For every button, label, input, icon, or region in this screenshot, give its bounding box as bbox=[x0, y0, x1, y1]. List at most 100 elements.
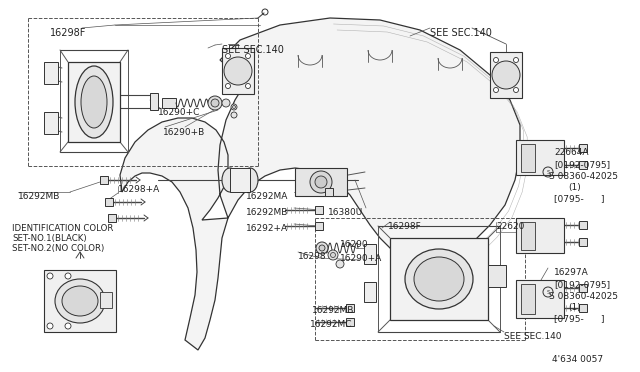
Ellipse shape bbox=[62, 286, 98, 316]
Circle shape bbox=[513, 87, 518, 93]
Bar bbox=[579, 161, 587, 169]
Circle shape bbox=[208, 96, 222, 110]
Bar bbox=[579, 284, 587, 292]
Bar bbox=[150, 93, 158, 110]
Bar bbox=[44, 270, 116, 332]
Ellipse shape bbox=[315, 176, 327, 188]
Circle shape bbox=[492, 61, 520, 89]
Ellipse shape bbox=[414, 257, 464, 301]
Text: SEE SEC.140: SEE SEC.140 bbox=[430, 28, 492, 38]
Bar bbox=[230, 168, 250, 192]
Circle shape bbox=[47, 323, 53, 329]
Circle shape bbox=[224, 57, 252, 85]
Bar bbox=[68, 62, 120, 142]
Text: 16380U: 16380U bbox=[328, 208, 364, 217]
Bar bbox=[579, 238, 587, 246]
Circle shape bbox=[246, 83, 250, 89]
Text: 16298F: 16298F bbox=[388, 222, 422, 231]
Text: S: S bbox=[547, 289, 550, 295]
Circle shape bbox=[493, 87, 499, 93]
Bar bbox=[315, 206, 323, 214]
Bar bbox=[521, 284, 535, 314]
Text: S 08360-42025: S 08360-42025 bbox=[549, 292, 618, 301]
Ellipse shape bbox=[242, 168, 258, 192]
Text: 16290+B: 16290+B bbox=[163, 128, 205, 137]
Ellipse shape bbox=[75, 66, 113, 138]
Bar bbox=[364, 244, 376, 264]
Circle shape bbox=[225, 83, 230, 89]
Bar bbox=[162, 98, 176, 108]
Circle shape bbox=[47, 273, 53, 279]
Bar bbox=[516, 280, 564, 318]
Text: 16290+C: 16290+C bbox=[158, 108, 200, 117]
Circle shape bbox=[316, 242, 328, 254]
Bar bbox=[105, 198, 113, 206]
Bar bbox=[108, 214, 116, 222]
Text: 16298+A: 16298+A bbox=[118, 185, 160, 194]
Text: SEE SEC.140: SEE SEC.140 bbox=[222, 45, 284, 55]
Bar bbox=[222, 48, 254, 94]
Circle shape bbox=[328, 250, 338, 260]
Bar bbox=[364, 282, 376, 302]
Text: 22620: 22620 bbox=[496, 222, 524, 231]
Text: S 08360-42025: S 08360-42025 bbox=[549, 172, 618, 181]
Bar bbox=[516, 218, 564, 253]
Text: SEE SEC.140: SEE SEC.140 bbox=[504, 332, 561, 341]
Bar bbox=[44, 62, 58, 84]
Ellipse shape bbox=[222, 168, 238, 192]
Polygon shape bbox=[120, 18, 520, 350]
Circle shape bbox=[231, 112, 237, 118]
Bar bbox=[325, 188, 333, 196]
Text: 16298F: 16298F bbox=[50, 28, 86, 38]
Text: 4'634 0057: 4'634 0057 bbox=[552, 355, 603, 364]
Circle shape bbox=[65, 323, 71, 329]
Bar bbox=[490, 52, 522, 98]
Circle shape bbox=[225, 54, 230, 58]
Circle shape bbox=[222, 99, 230, 107]
Bar bbox=[100, 292, 112, 308]
Text: [0192-0795]: [0192-0795] bbox=[554, 160, 610, 169]
Bar bbox=[390, 238, 488, 320]
Ellipse shape bbox=[81, 76, 107, 128]
Bar bbox=[100, 176, 108, 184]
Ellipse shape bbox=[55, 279, 105, 323]
Text: (1): (1) bbox=[568, 303, 580, 312]
Circle shape bbox=[65, 273, 71, 279]
Bar bbox=[346, 318, 354, 326]
Text: SET-NO.1(BLACK): SET-NO.1(BLACK) bbox=[12, 234, 86, 243]
Text: 16298: 16298 bbox=[298, 252, 326, 261]
Text: 16292MB: 16292MB bbox=[246, 208, 289, 217]
Bar bbox=[579, 304, 587, 312]
Text: 16292MC: 16292MC bbox=[310, 320, 353, 329]
Bar bbox=[521, 222, 535, 250]
Bar bbox=[315, 222, 323, 230]
Bar bbox=[579, 221, 587, 229]
Text: 16292MB: 16292MB bbox=[312, 306, 355, 315]
Text: SET-NO.2(NO COLOR): SET-NO.2(NO COLOR) bbox=[12, 244, 104, 253]
Text: [0795-      ]: [0795- ] bbox=[554, 314, 605, 323]
Text: 16297A: 16297A bbox=[554, 268, 589, 277]
Circle shape bbox=[330, 253, 335, 257]
Circle shape bbox=[493, 58, 499, 62]
Bar bbox=[346, 304, 354, 312]
Text: 16292MA: 16292MA bbox=[246, 192, 289, 201]
Text: 22664A: 22664A bbox=[554, 148, 589, 157]
Text: 16290+A: 16290+A bbox=[340, 254, 382, 263]
Bar bbox=[295, 168, 347, 196]
Text: IDENTIFICATION COLOR: IDENTIFICATION COLOR bbox=[12, 224, 113, 233]
Bar bbox=[44, 112, 58, 134]
Circle shape bbox=[232, 106, 236, 109]
Bar bbox=[488, 265, 506, 287]
Text: (1): (1) bbox=[568, 183, 580, 192]
Circle shape bbox=[246, 54, 250, 58]
Bar bbox=[579, 144, 587, 152]
Circle shape bbox=[211, 99, 219, 107]
Circle shape bbox=[336, 260, 344, 268]
Text: 16292+A: 16292+A bbox=[246, 224, 288, 233]
Ellipse shape bbox=[405, 249, 473, 309]
Bar bbox=[516, 140, 564, 175]
Ellipse shape bbox=[310, 171, 332, 193]
Text: [0795-      ]: [0795- ] bbox=[554, 194, 605, 203]
Text: 16292MB: 16292MB bbox=[18, 192, 60, 201]
Text: 16290: 16290 bbox=[340, 240, 369, 249]
